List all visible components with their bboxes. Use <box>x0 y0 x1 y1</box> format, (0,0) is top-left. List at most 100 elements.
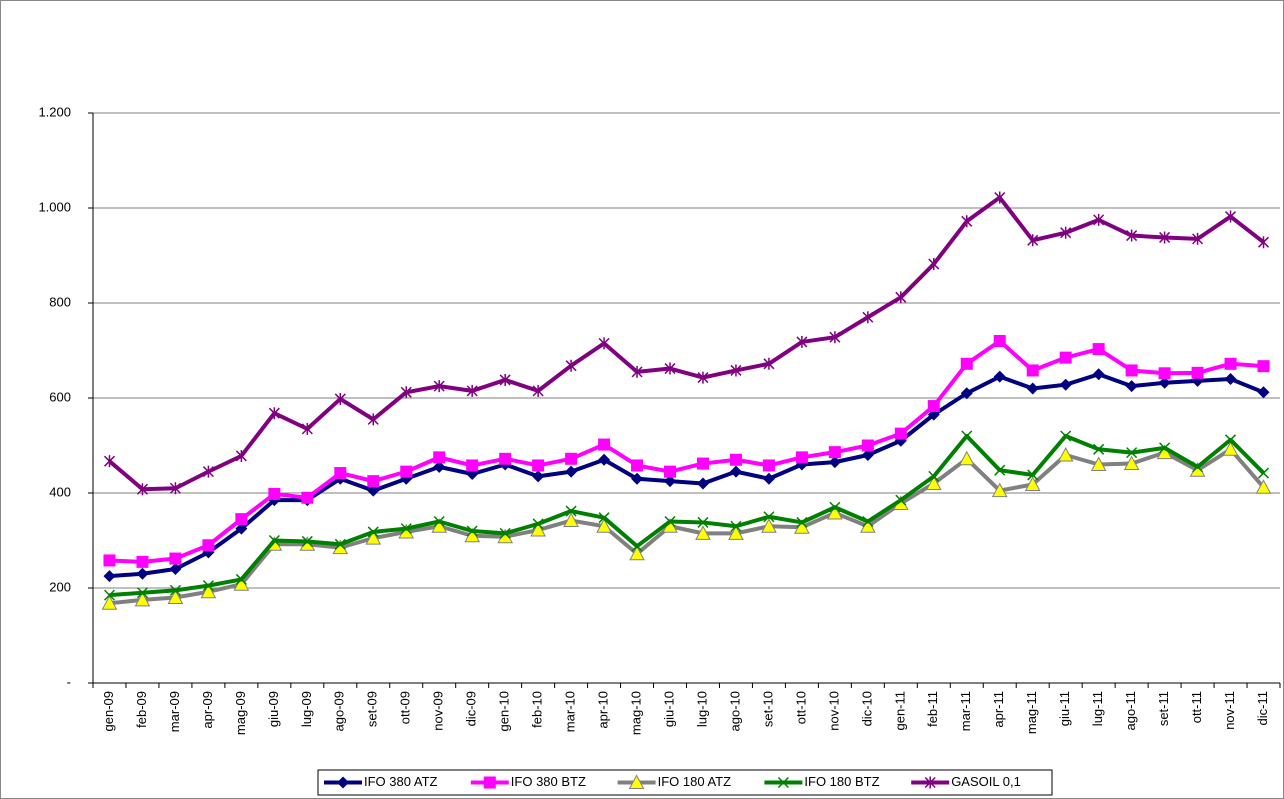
marker <box>466 459 479 472</box>
series-line <box>109 447 1266 606</box>
legend-label: GASOIL 0,1 <box>951 774 1021 789</box>
marker <box>993 335 1006 347</box>
marker <box>103 554 116 567</box>
marker <box>532 470 545 483</box>
marker <box>103 570 116 583</box>
marker <box>235 513 248 526</box>
marker <box>1090 456 1107 471</box>
marker <box>631 540 643 552</box>
y-tick-label: 200 <box>49 579 71 594</box>
marker <box>1224 357 1237 370</box>
marker <box>1192 232 1204 245</box>
x-tick-label: apr-11 <box>991 691 1006 728</box>
marker <box>1093 443 1105 455</box>
marker <box>729 453 742 466</box>
marker <box>400 386 412 399</box>
x-tick-label: feb-09 <box>134 691 149 728</box>
marker <box>829 501 841 513</box>
marker <box>1026 382 1039 395</box>
marker <box>828 456 841 469</box>
x-tick-label: ott-09 <box>398 691 413 724</box>
marker <box>598 512 610 524</box>
x-tick-label: set-11 <box>1156 691 1171 726</box>
marker <box>598 453 611 466</box>
legend-label: IFO 180 ATZ <box>658 774 732 789</box>
marker <box>136 587 148 599</box>
legend-label: IFO 380 BTZ <box>511 774 586 789</box>
legend-label: IFO 180 BTZ <box>804 774 879 789</box>
marker <box>565 452 578 465</box>
marker <box>1092 368 1105 381</box>
marker <box>532 384 544 397</box>
marker <box>1123 455 1140 471</box>
marker <box>466 384 478 397</box>
marker <box>433 451 446 464</box>
marker <box>299 536 316 551</box>
legend-marker <box>628 774 645 789</box>
marker <box>696 477 709 490</box>
x-tick-label: lug-09 <box>299 691 314 727</box>
y-tick-label: 1.200 <box>38 104 71 119</box>
marker <box>268 534 280 547</box>
y-tick-label: 600 <box>49 389 71 404</box>
marker <box>202 539 215 552</box>
marker <box>829 331 841 344</box>
marker <box>301 535 313 547</box>
marker <box>894 427 907 440</box>
marker <box>532 459 545 472</box>
marker <box>1159 231 1171 244</box>
x-tick-label: dic-10 <box>859 691 874 726</box>
marker <box>565 505 577 517</box>
marker <box>103 455 116 468</box>
marker <box>367 475 380 488</box>
marker <box>763 357 775 370</box>
marker <box>729 465 742 478</box>
marker <box>301 491 314 504</box>
marker <box>862 311 874 324</box>
y-tick-label: 400 <box>49 484 71 499</box>
marker <box>796 516 808 528</box>
marker <box>1224 373 1237 385</box>
marker <box>596 518 612 533</box>
marker <box>1057 446 1074 462</box>
x-tick-label: dic-09 <box>464 691 479 726</box>
marker <box>598 438 611 451</box>
marker <box>235 449 247 462</box>
marker <box>828 446 841 459</box>
marker <box>697 516 709 528</box>
series-line <box>108 195 1265 492</box>
marker <box>1257 467 1270 479</box>
x-tick-label: nov-11 <box>1222 691 1237 730</box>
marker <box>499 527 511 539</box>
marker <box>928 258 940 271</box>
marker <box>1222 441 1239 456</box>
marker <box>1125 380 1138 393</box>
marker <box>928 470 940 482</box>
marker <box>1027 234 1039 247</box>
marker <box>728 525 744 540</box>
marker <box>762 459 775 472</box>
marker <box>961 430 973 442</box>
x-tick-label: set-10 <box>760 691 775 727</box>
x-tick-label: lug-10 <box>694 691 709 727</box>
x-tick-label: dic-11 <box>1255 691 1270 725</box>
marker <box>925 475 942 490</box>
marker <box>631 365 643 378</box>
marker <box>991 482 1008 498</box>
marker <box>367 413 379 426</box>
marker <box>134 591 151 607</box>
x-tick-label: ott-10 <box>793 691 808 724</box>
x-tick-label: mar-11 <box>958 691 973 731</box>
marker <box>169 563 182 575</box>
marker <box>795 451 808 464</box>
legend-marker <box>337 776 349 789</box>
marker <box>1059 378 1072 391</box>
marker <box>532 518 544 530</box>
marker <box>136 555 149 568</box>
legend-marker <box>483 776 496 789</box>
marker <box>861 439 874 452</box>
x-tick-label: set-09 <box>365 691 380 727</box>
marker <box>334 538 346 550</box>
marker <box>1257 386 1270 399</box>
